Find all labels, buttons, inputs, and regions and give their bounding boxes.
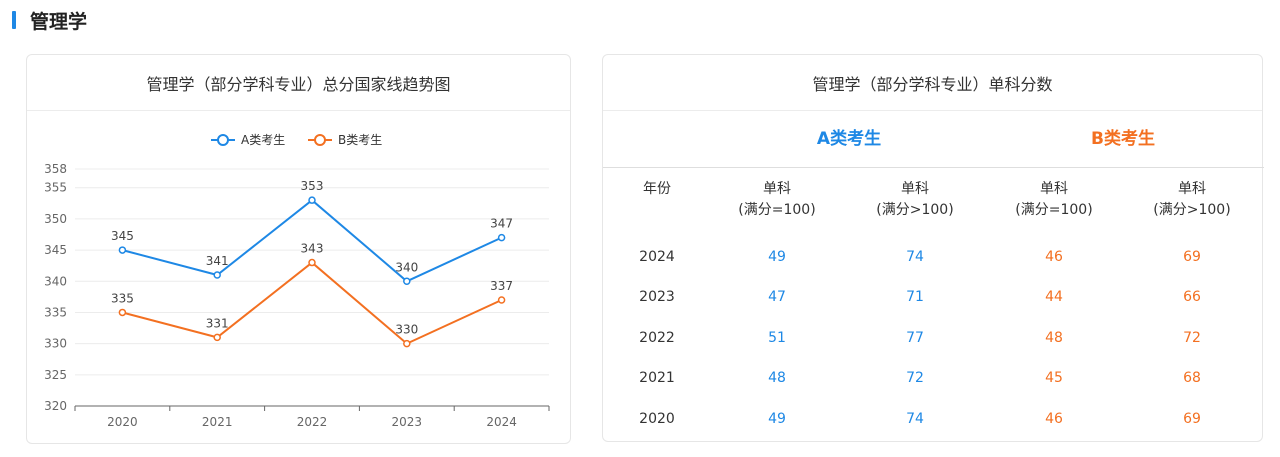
x-tick-label: 2024 (486, 415, 517, 429)
legend-label: A类考生 (241, 133, 285, 147)
data-label: 343 (301, 242, 324, 256)
header-subject-label: 单科 (901, 181, 929, 197)
group-a-label: A类考生 (816, 129, 882, 149)
data-point (213, 333, 221, 342)
cell-b-eq100: 46 (1045, 411, 1063, 427)
header-b-gt100: 单科 (满分>100) (1132, 179, 1252, 221)
x-tick-label: 2021 (202, 415, 233, 429)
y-tick-label: 340 (44, 274, 67, 288)
y-tick-label: 358 (44, 162, 67, 176)
cell-b-eq100: 44 (1045, 289, 1063, 305)
single-subject-title: 管理学（部分学科专业）单科分数 (603, 55, 1262, 111)
data-point (308, 258, 316, 267)
header-fullmark-gt: (满分>100) (876, 202, 954, 218)
header-subject-label: 单科 (763, 181, 791, 197)
cell-a-gt100: 77 (906, 330, 924, 346)
cell-b-gt100: 69 (1183, 411, 1201, 427)
group-header-row: A类考生 B类考生 (603, 111, 1264, 168)
table-row: 2021 48 72 45 68 (603, 358, 1264, 398)
cell-year: 2021 (639, 370, 675, 386)
y-tick-label: 320 (44, 399, 67, 413)
data-point (403, 339, 411, 348)
cell-b-eq100: 46 (1045, 249, 1063, 265)
header-a-eq100: 单科 (满分=100) (717, 179, 837, 221)
section-title: 管理学 (30, 10, 88, 33)
cell-b-gt100: 72 (1183, 330, 1201, 346)
cell-year: 2022 (639, 330, 675, 346)
trend-chart: A类考生 B类考生 320 325 330 335 340 345 350 355 358 2020 2… (27, 111, 572, 444)
table-header: 年份 单科 (满分=100) 单科 (满分>100) 单科 (满分=100) 单… (603, 179, 1264, 229)
cell-year: 2024 (639, 249, 675, 265)
cell-a-gt100: 72 (906, 370, 924, 386)
header-fullmark-eq: (满分=100) (1015, 202, 1093, 218)
trend-chart-card: 管理学（部分学科专业）总分国家线趋势图 A类考生 B类考生 320 325 330 335… (26, 54, 571, 444)
cell-a-eq100: 49 (768, 411, 786, 427)
table-row: 2022 51 77 48 72 (603, 318, 1264, 358)
legend-marker (314, 134, 326, 146)
data-label: 347 (490, 217, 513, 231)
data-label: 341 (206, 254, 229, 268)
data-point (213, 271, 221, 279)
cell-a-eq100: 47 (768, 289, 786, 305)
single-subject-card: 管理学（部分学科专业）单科分数 A类考生 B类考生 年份 单科 (满分=100)… (602, 54, 1264, 442)
table-row: 2023 47 71 44 66 (603, 277, 1264, 317)
cell-a-eq100: 51 (768, 330, 786, 346)
data-point (308, 196, 316, 204)
header-fullmark-gt: (满分>100) (1153, 202, 1231, 218)
cell-b-eq100: 45 (1045, 370, 1063, 386)
data-point (118, 308, 127, 317)
section-header: 管理学 (12, 8, 88, 33)
series-line (122, 261, 503, 345)
cell-a-gt100: 74 (906, 411, 924, 427)
header-subject-label: 单科 (1178, 181, 1206, 197)
section-accent-bar (12, 11, 16, 29)
trend-chart-title: 管理学（部分学科专业）总分国家线趋势图 (27, 55, 570, 111)
header-b-eq100: 单科 (满分=100) (994, 179, 1114, 221)
data-label: 353 (301, 179, 324, 193)
cell-a-eq100: 49 (768, 249, 786, 265)
data-point (403, 277, 411, 286)
y-tick-label: 355 (44, 181, 67, 195)
cell-b-gt100: 69 (1183, 249, 1201, 265)
data-label: 340 (395, 260, 418, 274)
header-year: 年份 (597, 179, 717, 200)
x-tick-label: 2022 (297, 415, 328, 429)
cell-b-eq100: 48 (1045, 330, 1063, 346)
data-label: 345 (111, 229, 134, 243)
data-point (497, 296, 506, 304)
y-tick-label: 330 (44, 337, 67, 351)
data-label: 335 (111, 291, 134, 305)
data-label: 331 (206, 316, 229, 330)
cell-b-gt100: 66 (1183, 289, 1201, 305)
data-point (118, 246, 127, 254)
x-tick-label: 2023 (392, 415, 423, 429)
legend-label: B类考生 (338, 133, 382, 147)
group-b-label: B类考生 (1091, 129, 1155, 149)
y-tick-label: 350 (44, 212, 67, 226)
y-tick-label: 345 (44, 243, 67, 257)
header-subject-label: 单科 (1040, 181, 1068, 197)
table-row: 2020 49 74 46 69 (603, 399, 1264, 439)
legend-marker (217, 134, 229, 146)
cell-a-gt100: 74 (906, 249, 924, 265)
data-point (497, 233, 506, 242)
data-label: 330 (395, 323, 418, 337)
cell-b-gt100: 68 (1183, 370, 1201, 386)
cell-a-gt100: 71 (906, 289, 924, 305)
y-tick-label: 325 (44, 368, 67, 382)
header-fullmark-eq: (满分=100) (738, 202, 816, 218)
cell-a-eq100: 48 (768, 370, 786, 386)
y-tick-label: 335 (44, 305, 67, 319)
table-row: 2024 49 74 46 69 (603, 237, 1264, 277)
data-label: 337 (490, 279, 513, 293)
trend-chart-svg: A类考生 B类考生 320 325 330 335 340 345 350 355 358 2020 2… (44, 133, 550, 429)
cell-year: 2023 (639, 289, 675, 305)
header-a-gt100: 单科 (满分>100) (855, 179, 975, 221)
cell-year: 2020 (639, 411, 675, 427)
x-tick-label: 2020 (107, 415, 138, 429)
header-year-label: 年份 (643, 181, 671, 197)
